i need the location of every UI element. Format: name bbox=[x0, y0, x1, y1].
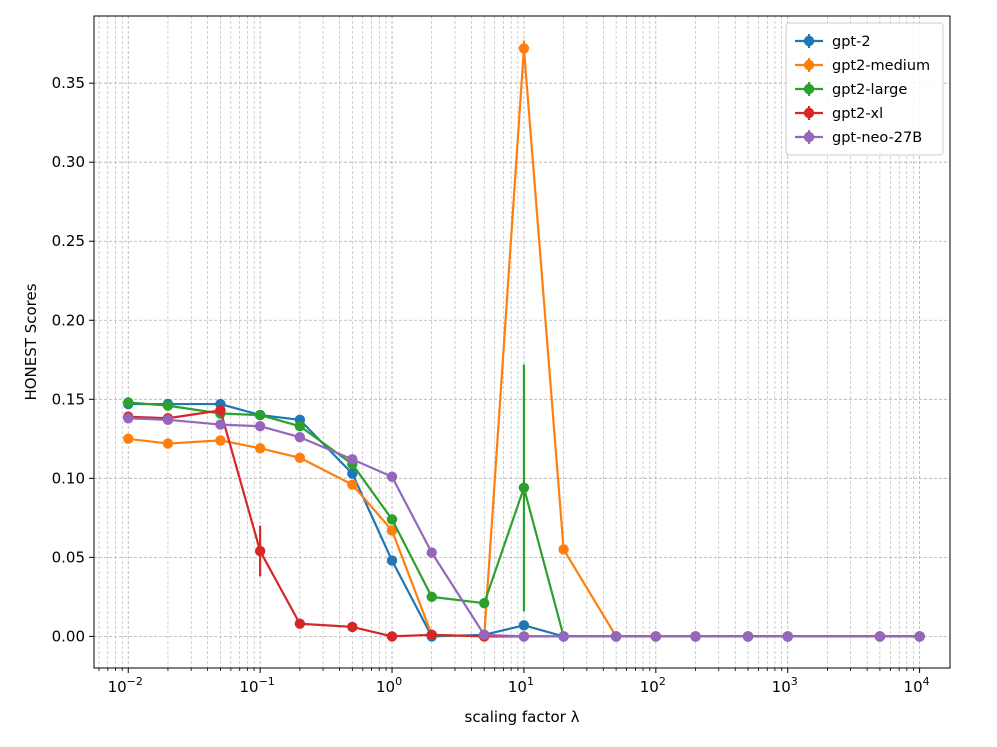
legend-swatch-marker bbox=[803, 107, 815, 119]
legend-item: gpt2-large bbox=[795, 82, 907, 98]
legend-label: gpt2-xl bbox=[832, 106, 883, 122]
y-tick-label: 0.15 bbox=[52, 390, 85, 408]
data-point bbox=[426, 629, 437, 641]
data-point bbox=[123, 397, 134, 408]
x-tick-label: 101 bbox=[508, 675, 534, 696]
legend-swatch-marker bbox=[803, 131, 815, 143]
x-axis: 10−2 10−1 100 101 102 103 104 bbox=[98, 668, 930, 696]
data-point bbox=[386, 514, 398, 525]
y-tick-label: 0.20 bbox=[52, 311, 85, 329]
data-point bbox=[294, 432, 306, 443]
y-axis-title: HONEST Scores bbox=[22, 283, 40, 400]
data-point bbox=[742, 631, 754, 642]
legend-item: gpt2-medium bbox=[795, 58, 930, 74]
data-point bbox=[558, 544, 569, 555]
legend-item: gpt-neo-27B bbox=[795, 130, 922, 146]
data-point bbox=[479, 629, 490, 641]
data-point bbox=[690, 631, 701, 642]
x-tick-label: 10−2 bbox=[108, 675, 143, 696]
data-point bbox=[162, 400, 174, 411]
data-point bbox=[610, 631, 622, 642]
data-point bbox=[386, 555, 398, 566]
data-point bbox=[294, 452, 306, 463]
data-point bbox=[347, 479, 358, 490]
legend-swatch-marker bbox=[803, 59, 815, 71]
data-point bbox=[123, 413, 134, 424]
data-point bbox=[347, 454, 358, 465]
data-point bbox=[874, 631, 886, 642]
legend-label: gpt-2 bbox=[832, 34, 871, 50]
data-point bbox=[347, 621, 358, 633]
data-point bbox=[426, 547, 437, 558]
legend-label: gpt-neo-27B bbox=[832, 130, 922, 146]
y-tick-label: 0.25 bbox=[52, 232, 85, 250]
data-point bbox=[294, 420, 306, 432]
data-point bbox=[782, 631, 793, 642]
y-tick-label: 0.00 bbox=[52, 627, 85, 645]
data-point bbox=[254, 420, 266, 432]
x-tick-label: 100 bbox=[376, 675, 402, 696]
y-axis: 0.00 0.05 0.10 0.15 0.20 0.25 0.30 0.35 bbox=[52, 74, 94, 645]
data-point bbox=[162, 438, 174, 449]
data-point bbox=[254, 443, 266, 454]
y-tick-label: 0.30 bbox=[52, 153, 85, 171]
data-point bbox=[479, 597, 490, 609]
legend: gpt-2 gpt2-medium gpt2-large gpt2-xl gpt-neo… bbox=[785, 22, 944, 156]
legend-item: gpt-2 bbox=[795, 34, 871, 50]
series-line bbox=[128, 417, 920, 638]
data-point bbox=[518, 631, 530, 642]
x-tick-label: 104 bbox=[904, 675, 930, 696]
data-point bbox=[162, 414, 174, 426]
x-tick-label: 103 bbox=[772, 675, 798, 696]
series-layer bbox=[123, 40, 925, 642]
data-point bbox=[123, 433, 134, 445]
series-gpt-neo-27B bbox=[123, 413, 925, 642]
x-axis-title: scaling factor λ bbox=[465, 708, 580, 726]
data-point bbox=[426, 591, 437, 603]
data-point bbox=[386, 631, 398, 642]
data-point bbox=[386, 471, 398, 482]
data-point bbox=[518, 620, 530, 631]
legend-box bbox=[785, 22, 944, 156]
x-tick-label: 102 bbox=[640, 675, 666, 696]
axes-frame bbox=[93, 15, 951, 669]
data-point bbox=[914, 631, 925, 642]
data-point bbox=[215, 419, 226, 430]
data-point bbox=[518, 43, 530, 54]
y-tick-label: 0.05 bbox=[52, 548, 85, 566]
legend-label: gpt2-large bbox=[832, 82, 907, 98]
data-point bbox=[347, 468, 358, 479]
legend-swatch-marker bbox=[803, 35, 815, 47]
x-tick-label: 10−1 bbox=[239, 675, 274, 696]
data-point bbox=[558, 631, 569, 642]
legend-label: gpt2-medium bbox=[832, 58, 930, 74]
y-tick-label: 0.10 bbox=[52, 469, 85, 487]
data-point bbox=[254, 545, 266, 557]
data-point bbox=[294, 618, 306, 629]
data-point bbox=[215, 435, 226, 446]
data-point bbox=[518, 482, 530, 494]
data-point bbox=[215, 405, 226, 416]
data-point bbox=[254, 409, 266, 421]
data-point bbox=[386, 525, 398, 536]
data-point bbox=[650, 631, 662, 642]
legend-swatch-marker bbox=[803, 83, 815, 95]
y-tick-label: 0.35 bbox=[52, 74, 85, 92]
legend-item: gpt2-xl bbox=[795, 106, 883, 122]
